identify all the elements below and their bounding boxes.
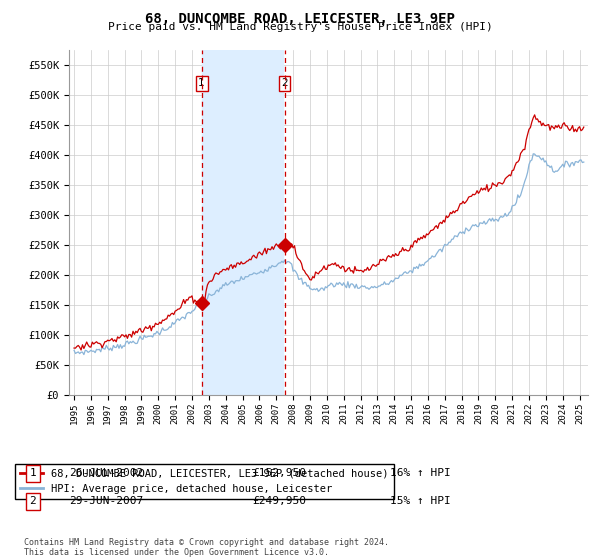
Text: Price paid vs. HM Land Registry's House Price Index (HPI): Price paid vs. HM Land Registry's House … (107, 22, 493, 32)
Text: 2: 2 (281, 78, 288, 88)
Text: Contains HM Land Registry data © Crown copyright and database right 2024.
This d: Contains HM Land Registry data © Crown c… (24, 538, 389, 557)
Text: 1: 1 (199, 78, 205, 88)
Text: 68, DUNCOMBE ROAD, LEICESTER, LE3 9EP: 68, DUNCOMBE ROAD, LEICESTER, LE3 9EP (145, 12, 455, 26)
Text: 1: 1 (29, 468, 37, 478)
Text: 29-JUN-2007: 29-JUN-2007 (69, 496, 143, 506)
Legend: 68, DUNCOMBE ROAD, LEICESTER, LE3 9EP (detached house), HPI: Average price, deta: 68, DUNCOMBE ROAD, LEICESTER, LE3 9EP (d… (14, 464, 394, 500)
Text: £152,950: £152,950 (252, 468, 306, 478)
Text: 16% ↑ HPI: 16% ↑ HPI (390, 468, 451, 478)
Text: 26-JUL-2002: 26-JUL-2002 (69, 468, 143, 478)
Text: £249,950: £249,950 (252, 496, 306, 506)
Text: 2: 2 (29, 496, 37, 506)
Text: 15% ↑ HPI: 15% ↑ HPI (390, 496, 451, 506)
